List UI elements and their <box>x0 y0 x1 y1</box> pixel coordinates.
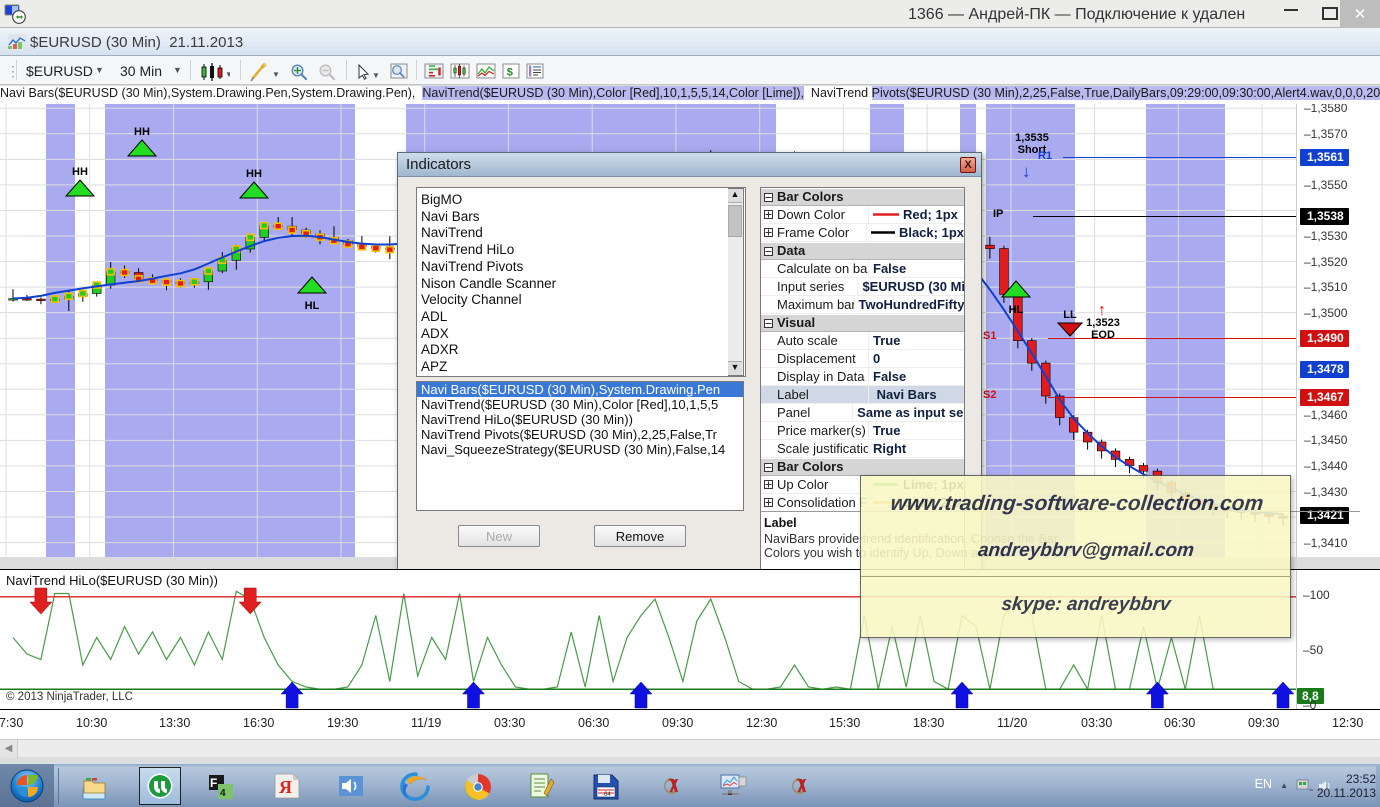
svg-text:64: 64 <box>604 792 611 798</box>
svg-text:▼: ▼ <box>372 71 380 80</box>
svg-text:▼: ▼ <box>272 70 280 79</box>
svg-text:▼: ▼ <box>225 70 230 79</box>
svg-text:Я: Я <box>279 777 292 797</box>
svg-text:F: F <box>210 776 217 790</box>
svg-text:4: 4 <box>220 788 226 799</box>
svg-text:$: $ <box>507 67 513 79</box>
